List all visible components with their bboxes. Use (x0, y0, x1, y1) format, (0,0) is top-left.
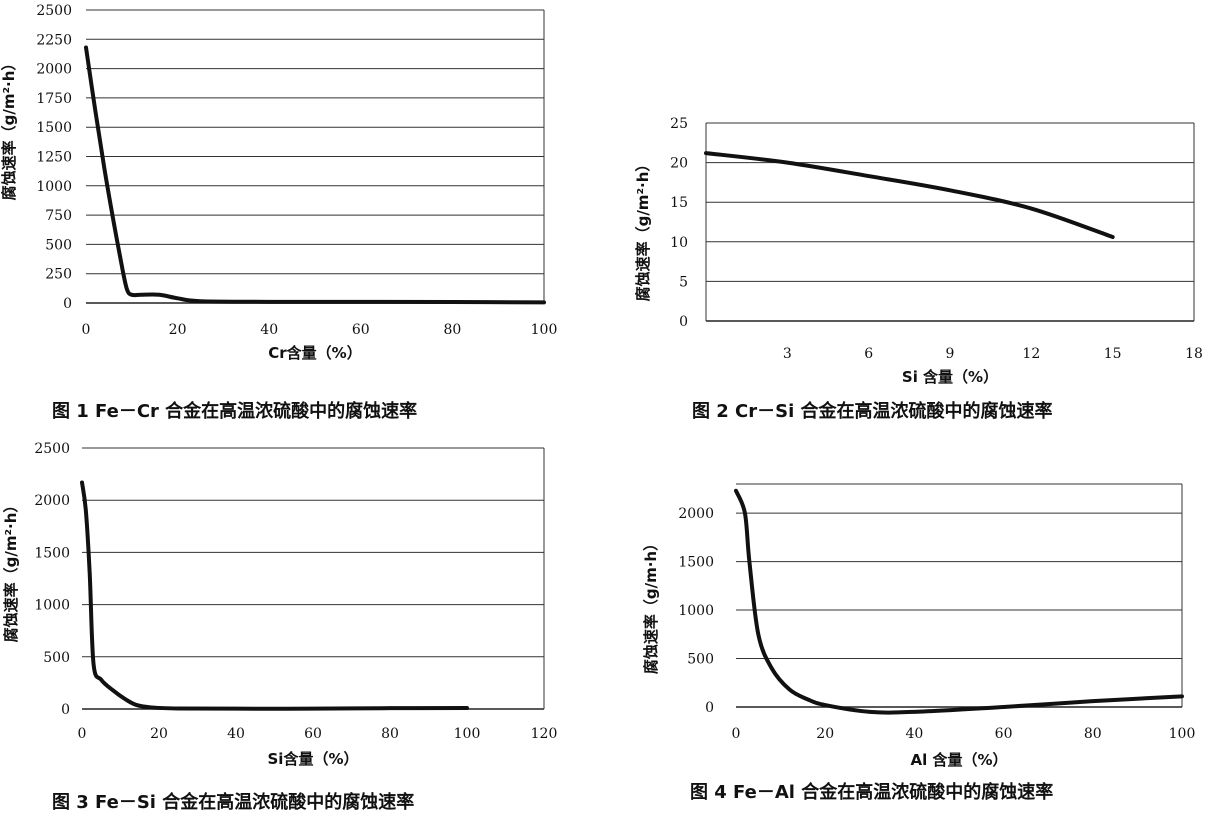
chart3-y-tick-label: 1500 (34, 545, 70, 561)
caption-fig2: 图 2 Cr－Si 合金在高温浓硫酸中的腐蚀速率 (692, 401, 1053, 422)
chart1-y-tick-label: 2250 (36, 32, 72, 48)
chart2-x-tick-label: 12 (1022, 346, 1040, 362)
chart3-x-tick-label: 20 (150, 726, 168, 742)
chart2-y-tick-label: 15 (670, 195, 688, 211)
chart1-y-tick-label: 750 (45, 208, 72, 224)
chart1-x-axis-title: Cr含量（%） (268, 344, 361, 362)
chart2-y-tick-label: 10 (670, 235, 688, 251)
caption-fig1: 图 1 Fe－Cr 合金在高温浓硫酸中的腐蚀速率 (52, 401, 418, 422)
chart3-y-tick-label: 500 (43, 650, 70, 666)
chart4-y-tick-label: 1500 (678, 555, 714, 571)
caption-fig4: 图 4 Fe－Al 合金在高温浓硫酸中的腐蚀速率 (690, 782, 1054, 803)
chart2-y-tick-label: 20 (670, 156, 688, 172)
chart2-y-tick-label: 5 (679, 274, 688, 290)
chart4-y-tick-label: 500 (687, 652, 714, 668)
chart1-y-tick-label: 0 (63, 296, 72, 312)
chart1-y-tick-label: 1000 (36, 179, 72, 195)
chart3-series-line (80, 480, 469, 711)
chart2-series-line (704, 151, 1115, 240)
chart1-y-tick-label: 1750 (36, 91, 72, 107)
chart4-x-tick-label: 40 (905, 726, 923, 742)
chart4-series-line (734, 488, 1184, 715)
chart2-x-tick-label: 18 (1185, 346, 1203, 362)
chart1-x-tick-label: 100 (531, 322, 558, 338)
chart3-x-tick-label: 120 (531, 726, 558, 742)
chart4-x-tick-label: 0 (732, 726, 741, 742)
chart4-x-tick-label: 80 (1084, 726, 1102, 742)
chart4-y-axis-title: 腐蚀速率（g/m·h） (642, 536, 660, 674)
chart1-x-tick-label: 40 (260, 322, 278, 338)
chart3-x-tick-label: 60 (304, 726, 322, 742)
chart1-y-tick-label: 1250 (36, 150, 72, 166)
chart4-x-tick-label: 100 (1169, 726, 1196, 742)
chart2-y-axis-title: 腐蚀速率（g/m²·h） (634, 157, 652, 302)
chart3-x-tick-label: 100 (454, 726, 481, 742)
chart1-y-tick-label: 2000 (36, 62, 72, 78)
chart3-y-tick-label: 2000 (34, 493, 70, 509)
chart3-y-axis-title: 腐蚀速率（g/m²·h） (2, 498, 20, 643)
chart3-x-tick-label: 80 (381, 726, 399, 742)
chart2-y-tick-label: 25 (670, 116, 688, 132)
chart1-x-tick-label: 0 (82, 322, 91, 338)
chart3-y-tick-label: 1000 (34, 598, 70, 614)
chart4-x-tick-label: 20 (816, 726, 834, 742)
chart1-x-tick-label: 80 (443, 322, 461, 338)
chart2-y-tick-label: 0 (679, 314, 688, 330)
chart2-x-tick-label: 6 (864, 346, 873, 362)
chart1-y-tick-label: 2500 (36, 3, 72, 19)
chart1-x-tick-label: 20 (169, 322, 187, 338)
chart3-y-tick-label: 0 (61, 702, 70, 718)
chart2-x-tick-label: 9 (946, 346, 955, 362)
chart2-x-axis-title: Si 含量（%） (902, 368, 998, 386)
caption-fig3: 图 3 Fe－Si 合金在高温浓硫酸中的腐蚀速率 (52, 792, 415, 813)
chart1-y-tick-label: 1500 (36, 120, 72, 136)
chart3-x-tick-label: 0 (78, 726, 87, 742)
chart1-series-line (84, 45, 546, 305)
chart2-x-tick-label: 15 (1104, 346, 1122, 362)
chart1-y-tick-label: 250 (45, 267, 72, 283)
chart3-x-tick-label: 40 (227, 726, 245, 742)
chart3-y-tick-label: 2500 (34, 441, 70, 457)
chart4-x-axis-title: Al 含量（%） (910, 751, 1007, 769)
chart3-x-axis-title: Si含量（%） (268, 750, 359, 768)
chart1-x-tick-label: 60 (352, 322, 370, 338)
chart4-y-tick-label: 2000 (678, 506, 714, 522)
chart2-x-tick-label: 3 (783, 346, 792, 362)
chart4-y-tick-label: 1000 (678, 603, 714, 619)
chart4-y-tick-label: 0 (705, 700, 714, 716)
chart1-y-tick-label: 500 (45, 237, 72, 253)
chart4-x-tick-label: 60 (995, 726, 1013, 742)
chart1-y-axis-title: 腐蚀速率（g/m²·h） (0, 56, 18, 201)
